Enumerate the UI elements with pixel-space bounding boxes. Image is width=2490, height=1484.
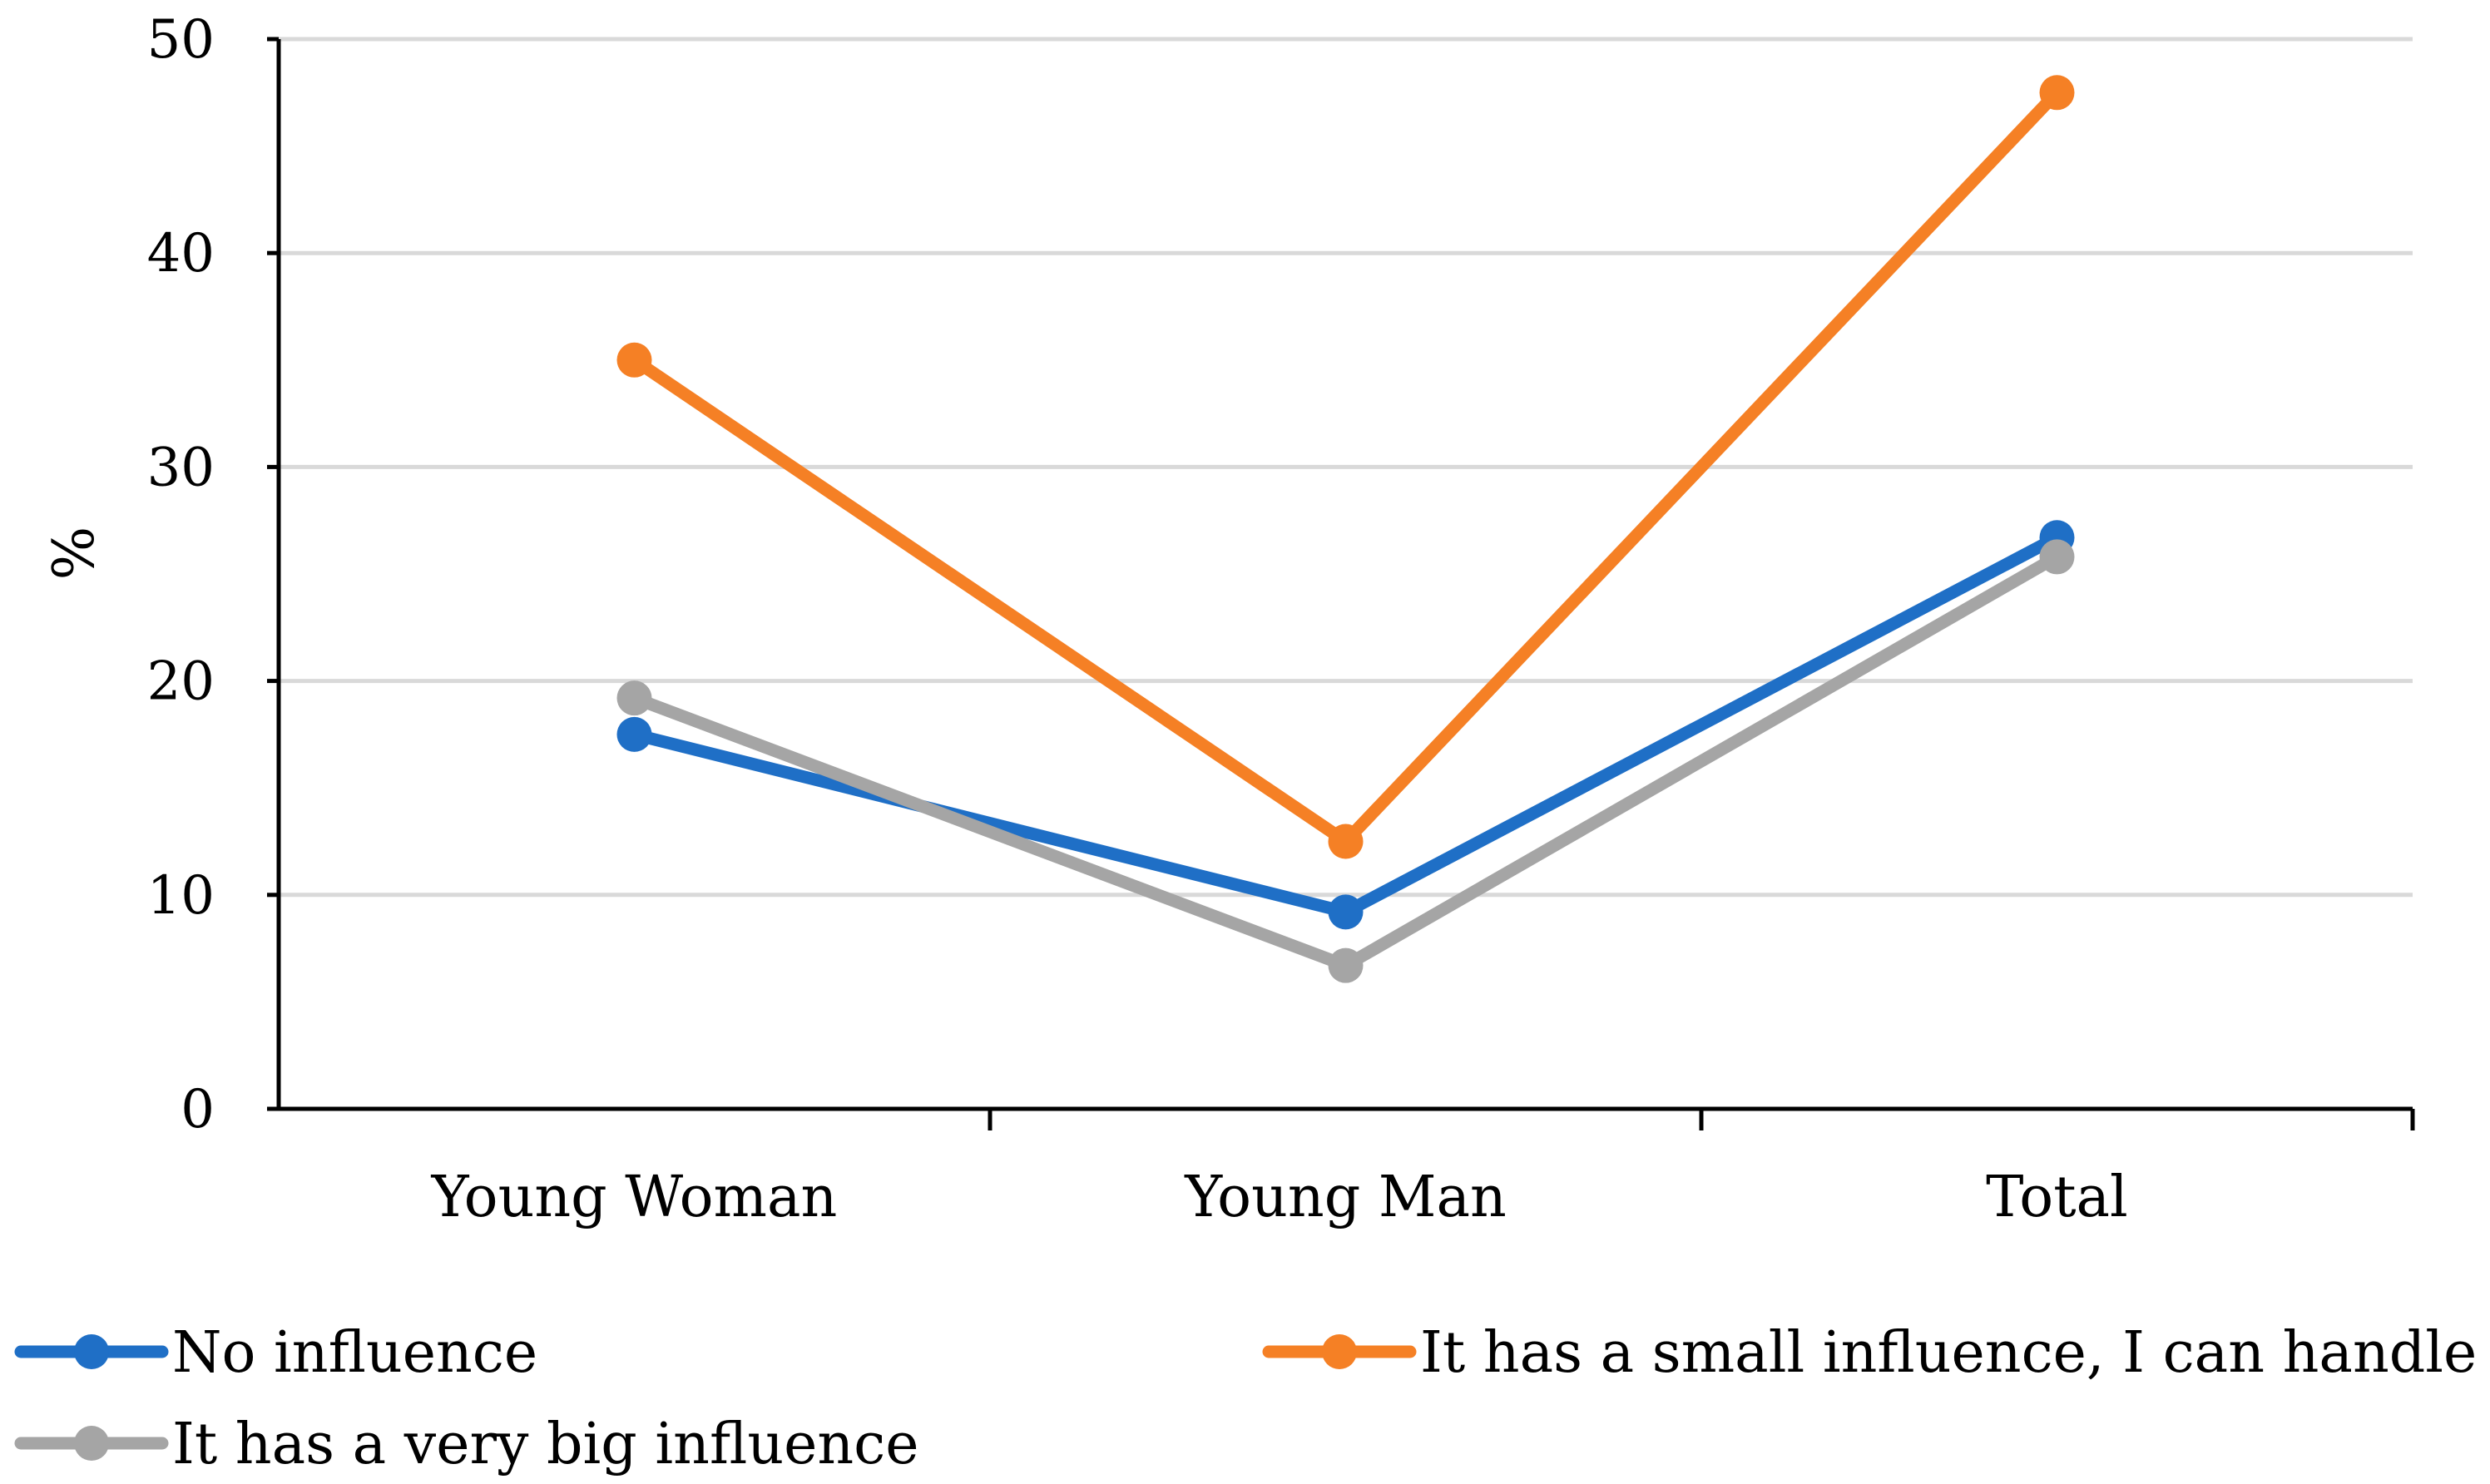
legend-marker: [74, 1426, 109, 1461]
legend: No influence It has a small influence, I …: [14, 1320, 2490, 1477]
legend-item: It has a small influence, I can handle i…: [1262, 1320, 2490, 1386]
series-lines: [616, 75, 2075, 983]
y-tick-label: 20: [147, 651, 215, 713]
data-point: [616, 716, 652, 752]
data-point: [2039, 539, 2075, 575]
data-point: [2039, 75, 2075, 111]
x-category-label: Young Woman: [431, 1165, 838, 1230]
legend-label: It has a small influence, I can handle i…: [1420, 1320, 2490, 1386]
series: [616, 520, 2075, 930]
legend-item: It has a very big influence: [14, 1412, 918, 1477]
legend-marker: [1322, 1334, 1357, 1369]
series: [616, 75, 2075, 859]
legend-marker: [74, 1334, 109, 1369]
y-tick-label: 0: [181, 1079, 215, 1140]
legend-label: It has a very big influence: [172, 1412, 918, 1477]
x-category-labels: Young Woman Young Man Total: [431, 1165, 2128, 1230]
gridlines: [279, 37, 2413, 898]
axes: [267, 37, 2415, 1130]
legend-label: No influence: [172, 1320, 537, 1386]
y-axis-label: %: [42, 527, 107, 581]
x-category-label: Young Man: [1184, 1165, 1507, 1230]
y-tick-label: 40: [147, 223, 215, 284]
x-category-label: Total: [1986, 1165, 2128, 1230]
legend-item: No influence: [14, 1320, 537, 1386]
data-point: [616, 680, 652, 716]
data-point: [1328, 947, 1364, 983]
data-point: [1328, 824, 1364, 859]
y-tick-label: 10: [147, 865, 215, 927]
data-point: [1328, 894, 1364, 930]
y-tick-label: 30: [147, 437, 215, 498]
y-tick-label: 50: [147, 9, 215, 71]
data-point: [616, 342, 652, 378]
y-tick-labels: 0 10 20 30 40 50: [147, 9, 215, 1140]
series: [616, 539, 2075, 983]
